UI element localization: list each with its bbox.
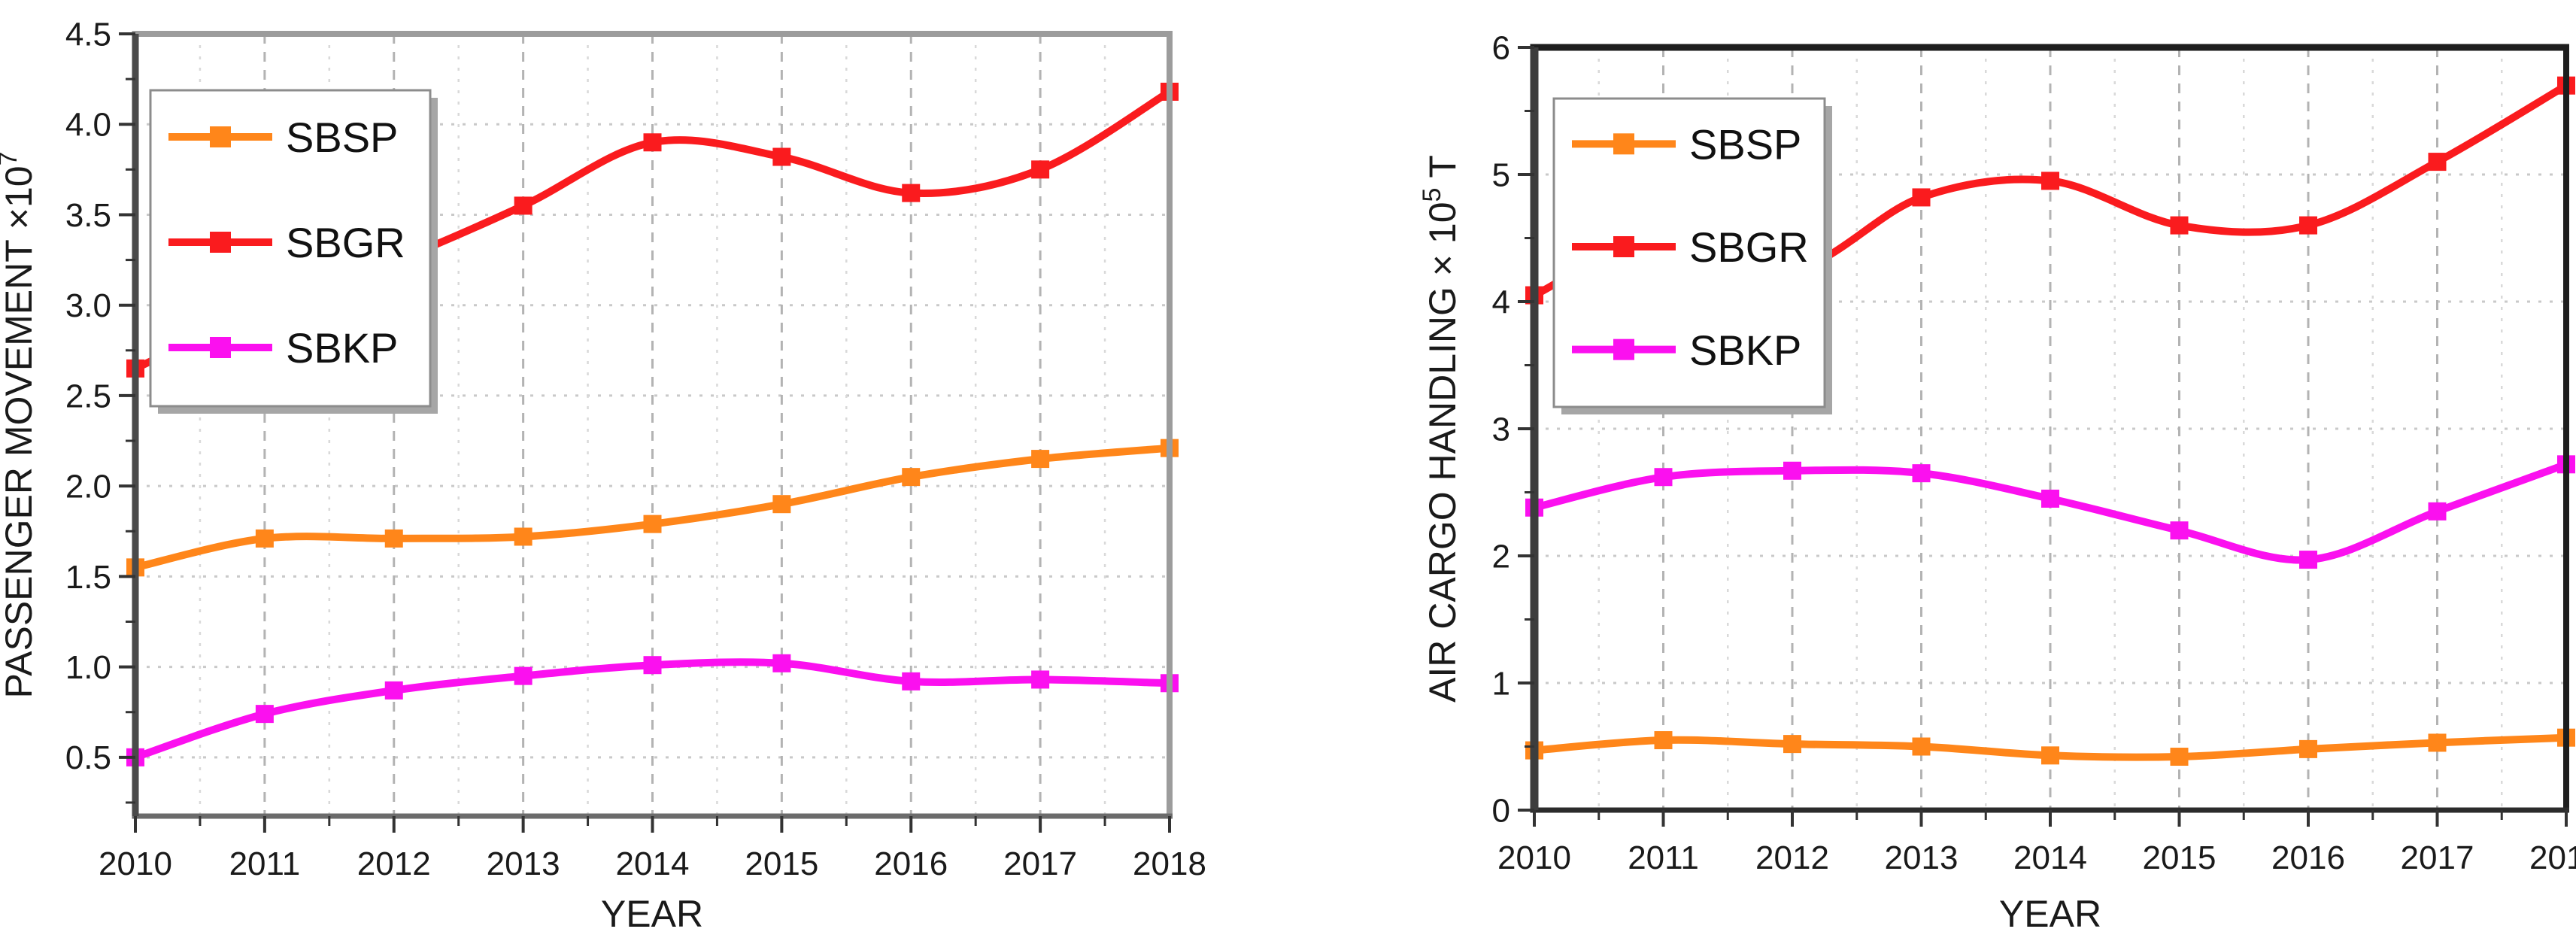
x-tick-label: 2016: [2271, 839, 2345, 876]
x-tick-label: 2016: [874, 845, 948, 882]
x-tick-label: 2010: [1497, 839, 1571, 876]
series-marker-SBGR: [772, 147, 791, 166]
series-marker-SBSP: [902, 468, 921, 487]
x-tick-label: 2014: [616, 845, 690, 882]
y-tick-label: 4.5: [65, 16, 111, 53]
x-tick-label: 2017: [1003, 845, 1077, 882]
series-marker-SBKP: [1912, 464, 1931, 483]
y-tick-label: 2.5: [65, 378, 111, 414]
x-tick-label: 2013: [487, 845, 560, 882]
series-marker-SBSP: [2041, 746, 2059, 765]
legend-label-SBGR: SBGR: [286, 219, 405, 266]
legend-label-SBSP: SBSP: [286, 114, 398, 161]
series-marker-SBKP: [2170, 521, 2189, 540]
series-marker-SBSP: [2428, 733, 2447, 752]
x-tick-label: 2011: [229, 845, 301, 882]
legend-marker-SBSP: [1613, 133, 1634, 155]
y-tick-label: 1.5: [65, 559, 111, 596]
series-marker-SBSP: [643, 514, 662, 533]
series-marker-SBSP: [2170, 748, 2189, 766]
series-marker-SBGR: [1912, 188, 1931, 207]
y-tick-label: 2: [1492, 538, 1510, 575]
x-tick-label: 2010: [99, 845, 172, 882]
legend-label-SBSP: SBSP: [1689, 120, 1801, 168]
y-tick-label: 4: [1492, 284, 1510, 320]
series-marker-SBKP: [514, 666, 532, 685]
series-marker-SBKP: [772, 654, 791, 672]
y-tick-label: 1: [1492, 665, 1510, 702]
series-marker-SBSP: [1783, 735, 1801, 754]
y-tick-label: 1.0: [65, 649, 111, 686]
series-marker-SBGR: [2041, 171, 2059, 190]
y-tick-label: 6: [1492, 29, 1510, 66]
series-marker-SBGR: [902, 184, 921, 202]
series-marker-SBKP: [1654, 468, 1673, 487]
series-marker-SBSP: [1912, 737, 1931, 756]
legend-marker-SBKP: [210, 337, 231, 358]
series-marker-SBKP: [2041, 489, 2059, 508]
series-marker-SBKP: [384, 681, 403, 700]
y-axis-title: AIR CARGO HANDLING × 105 T: [1418, 155, 1464, 703]
series-marker-SBGR: [2299, 216, 2317, 235]
series-marker-SBSP: [772, 495, 791, 514]
x-tick-label: 2011: [1628, 839, 1699, 876]
series-marker-SBKP: [643, 656, 662, 675]
x-axis-title-left: YEAR: [601, 893, 703, 935]
series-marker-SBGR: [643, 133, 662, 152]
series-line-SBKP: [1531, 460, 2570, 564]
series-marker-SBGR: [2170, 216, 2189, 235]
series-marker-SBKP: [2428, 502, 2447, 521]
series-marker-SBGR: [1031, 160, 1050, 179]
series-marker-SBSP: [1031, 450, 1050, 469]
y-axis-title: PASSENGER MOVEMENT ×107: [0, 151, 40, 698]
legend-label-SBKP: SBKP: [1689, 326, 1801, 374]
legend-label-SBKP: SBKP: [286, 324, 398, 372]
chart-left-generated: 2010 2011 2012 2013 2014 2015 2016 2017 2018 0.5 1…: [0, 16, 1206, 882]
series-marker-SBSP: [2299, 739, 2317, 758]
x-tick-label: 2014: [2013, 839, 2087, 876]
y-tick-label: 3.5: [65, 197, 111, 234]
legend-marker-SBKP: [1613, 338, 1634, 360]
series-marker-SBSP: [384, 529, 403, 548]
x-tick-label: 2015: [745, 845, 818, 882]
legend-marker-SBGR: [1613, 236, 1634, 257]
legend-marker-SBSP: [210, 126, 231, 147]
y-tick-label: 3.0: [65, 287, 111, 324]
x-tick-label: 2012: [357, 845, 431, 882]
x-axis-title-right: YEAR: [1999, 893, 2101, 935]
series-marker-SBSP: [514, 527, 532, 546]
legend-marker-SBGR: [210, 232, 231, 253]
series-marker-SBKP: [2299, 551, 2317, 569]
legend-box: [149, 89, 432, 408]
series-marker-SBKP: [1031, 670, 1050, 689]
air-cargo-chart: 2010 2011 2012 2013 2014 2015 2016 2017 2018 0 1 2 3…: [1418, 29, 2576, 935]
y-tick-label: 5: [1492, 156, 1510, 193]
x-tick-label: 2015: [2143, 839, 2216, 876]
series-marker-SBGR: [2428, 153, 2447, 171]
x-tick-label: 2012: [1755, 839, 1829, 876]
x-tick-label: 2018: [2529, 839, 2576, 876]
legend-label-SBGR: SBGR: [1689, 223, 1809, 271]
chart-right-generated: 2010 2011 2012 2013 2014 2015 2016 2017 2018 0 1 2 3…: [1418, 29, 2576, 876]
x-tick-label: 2013: [1885, 839, 1959, 876]
series-marker-SBSP: [1654, 731, 1673, 750]
legend-box: [1552, 97, 1826, 408]
y-tick-label: 0: [1492, 792, 1510, 829]
y-tick-label: 2.0: [65, 469, 111, 505]
series-marker-SBKP: [255, 705, 274, 724]
series-marker-SBKP: [902, 672, 921, 691]
x-tick-label: 2017: [2401, 839, 2474, 876]
series-marker-SBKP: [1783, 461, 1801, 480]
y-tick-label: 3: [1492, 411, 1510, 448]
y-tick-label: 0.5: [65, 739, 111, 776]
series-marker-SBSP: [255, 529, 274, 548]
passenger-movement-chart: 2010 2011 2012 2013 2014 2015 2016 2017 2018 0.5 1…: [0, 16, 1206, 935]
y-tick-label: 4.0: [65, 107, 111, 144]
series-marker-SBGR: [514, 196, 532, 215]
x-tick-label: 2018: [1133, 845, 1206, 882]
